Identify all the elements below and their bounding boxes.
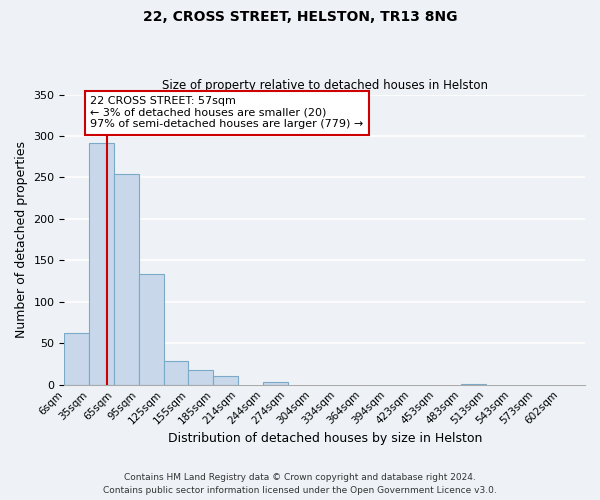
Text: Contains HM Land Registry data © Crown copyright and database right 2024.
Contai: Contains HM Land Registry data © Crown c… (103, 474, 497, 495)
Y-axis label: Number of detached properties: Number of detached properties (15, 141, 28, 338)
Bar (164, 360, 188, 384)
Text: 22 CROSS STREET: 57sqm
← 3% of detached houses are smaller (20)
97% of semi-deta: 22 CROSS STREET: 57sqm ← 3% of detached … (91, 96, 364, 130)
Bar (213, 376, 238, 384)
Bar (114, 174, 139, 384)
X-axis label: Distribution of detached houses by size in Helston: Distribution of detached houses by size … (167, 432, 482, 445)
Text: 22, CROSS STREET, HELSTON, TR13 8NG: 22, CROSS STREET, HELSTON, TR13 8NG (143, 10, 457, 24)
Bar (139, 274, 164, 384)
Bar (263, 382, 287, 384)
Bar (188, 370, 213, 384)
Bar (64, 334, 89, 384)
Title: Size of property relative to detached houses in Helston: Size of property relative to detached ho… (162, 79, 488, 92)
Bar (89, 144, 114, 384)
